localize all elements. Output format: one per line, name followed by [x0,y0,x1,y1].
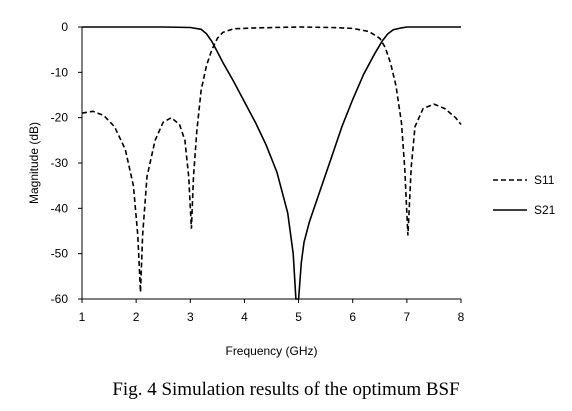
x-tick-label: 6 [349,310,356,324]
y-tick-label: 0 [61,20,68,34]
y-tick-label: -50 [51,247,69,261]
x-tick-label: 7 [404,310,411,324]
legend-label-s11: S11 [534,173,555,187]
x-axis-label: Frequency (GHz) [225,344,317,358]
x-tick-label: 2 [133,310,140,324]
y-axis-label: Magnitude (dB) [27,122,41,204]
y-tick-label: -30 [51,156,69,170]
y-tick-label: -10 [51,65,69,79]
x-tick-label: 1 [79,310,86,324]
series-layer [81,26,462,300]
series-line-s11 [81,26,462,293]
axes: 0 -10 -20 -30 -40 -50 -60 1 2 3 4 5 6 7 8 [51,20,465,324]
x-tick-label: 3 [187,310,194,324]
legend-label-s21: S21 [534,203,556,217]
y-tick-label: -60 [51,292,69,306]
figure-caption: Fig. 4 Simulation results of the optimum… [112,379,459,400]
legend: S11 S21 [493,173,556,217]
x-tick-label: 4 [241,310,248,324]
series-line-s21 [82,26,461,300]
y-tick-label: -20 [51,111,69,125]
x-tick-label: 5 [295,310,302,324]
x-tick-label: 8 [458,310,465,324]
y-tick-label: -40 [51,201,69,215]
